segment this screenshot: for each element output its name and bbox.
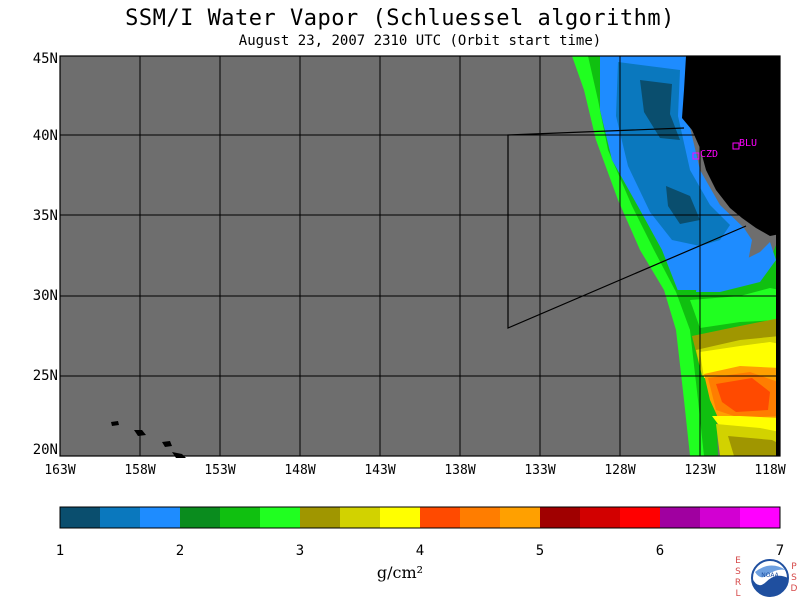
wv-band-olive-south [728,436,780,456]
island-kauai [111,421,119,426]
colorbar-segment [220,507,261,528]
map-gridlines [60,56,780,456]
station-czd-marker [692,152,700,160]
colorbar-segment [660,507,701,528]
colorbar-segment [420,507,461,528]
colorbar-segment [500,507,541,528]
lon-label-138w: 138W [444,463,476,478]
map-border [59,55,781,457]
colorbar-segment [380,507,421,528]
station-blu-marker [732,142,740,150]
station-czd-label: CZD [700,149,718,160]
logo-esrl-text: ESRL [734,556,742,599]
colorbar-tick-7: 7 [775,543,785,559]
noaa-logo: NOAA [751,559,789,597]
lon-label-133w: 133W [524,463,556,478]
colorbar-segment [340,507,381,528]
colorbar-segment [60,507,101,528]
lon-label-143w: 143W [364,463,396,478]
colorbar-tick-1: 1 [55,543,65,559]
lat-label-25n: 25N [32,368,58,384]
lat-label-40n: 40N [32,128,58,144]
lon-label-163w: 163W [44,463,76,478]
colorbar-tick-4: 4 [415,543,425,559]
station-blu-label: BLU [739,138,757,149]
colorbar-segment [140,507,181,528]
colorbar-segment [540,507,581,528]
colorbar [60,507,781,528]
land-strip-east [776,232,780,456]
colorbar-segment [740,507,781,528]
land-california [682,56,780,236]
lon-label-148w: 148W [284,463,316,478]
lon-label-158w: 158W [124,463,156,478]
wv-band-darkblue-patch [640,80,680,140]
colorbar-segment [300,507,341,528]
lon-label-118w: 118W [754,463,786,478]
map-subtitle: August 23, 2007 2310 UTC (Orbit start ti… [238,33,602,49]
colorbar-tick-2: 2 [175,543,185,559]
wv-band-red-orange [716,378,770,412]
colorbar-segment [580,507,621,528]
lon-label-153w: 153W [204,463,236,478]
colorbar-segment [260,507,301,528]
wv-band-green-north [572,56,712,456]
colorbar-tick-6: 6 [655,543,665,559]
colorbar-segment [460,507,501,528]
colorbar-segment [180,507,221,528]
colorbar-border [59,506,781,529]
map-title: SSM/I Water Vapor (Schluessel algorithm) [125,6,675,31]
water-vapor-field [572,56,780,456]
lon-label-123w: 123W [684,463,716,478]
colorbar-segment [700,507,741,528]
wv-band-blue-mid [696,242,776,292]
colorbar-tick-5: 5 [535,543,545,559]
colorbar-segment [100,507,141,528]
colorbar-unit: g/cm² [376,563,424,582]
logo-psd-text: PSD [790,562,798,594]
lon-label-128w: 128W [604,463,636,478]
lat-label-20n: 20N [32,442,58,458]
colorbar-segment [620,507,661,528]
lat-label-30n: 30N [32,288,58,304]
island-maui [162,441,172,447]
lat-label-45n: 45N [32,51,58,67]
analysis-region-outline [507,127,747,329]
wv-band-lightgreen-mid [690,288,780,328]
colorbar-tick-3: 3 [295,543,305,559]
lat-label-35n: 35N [32,208,58,224]
noaa-logo-text: NOAA [761,572,779,579]
